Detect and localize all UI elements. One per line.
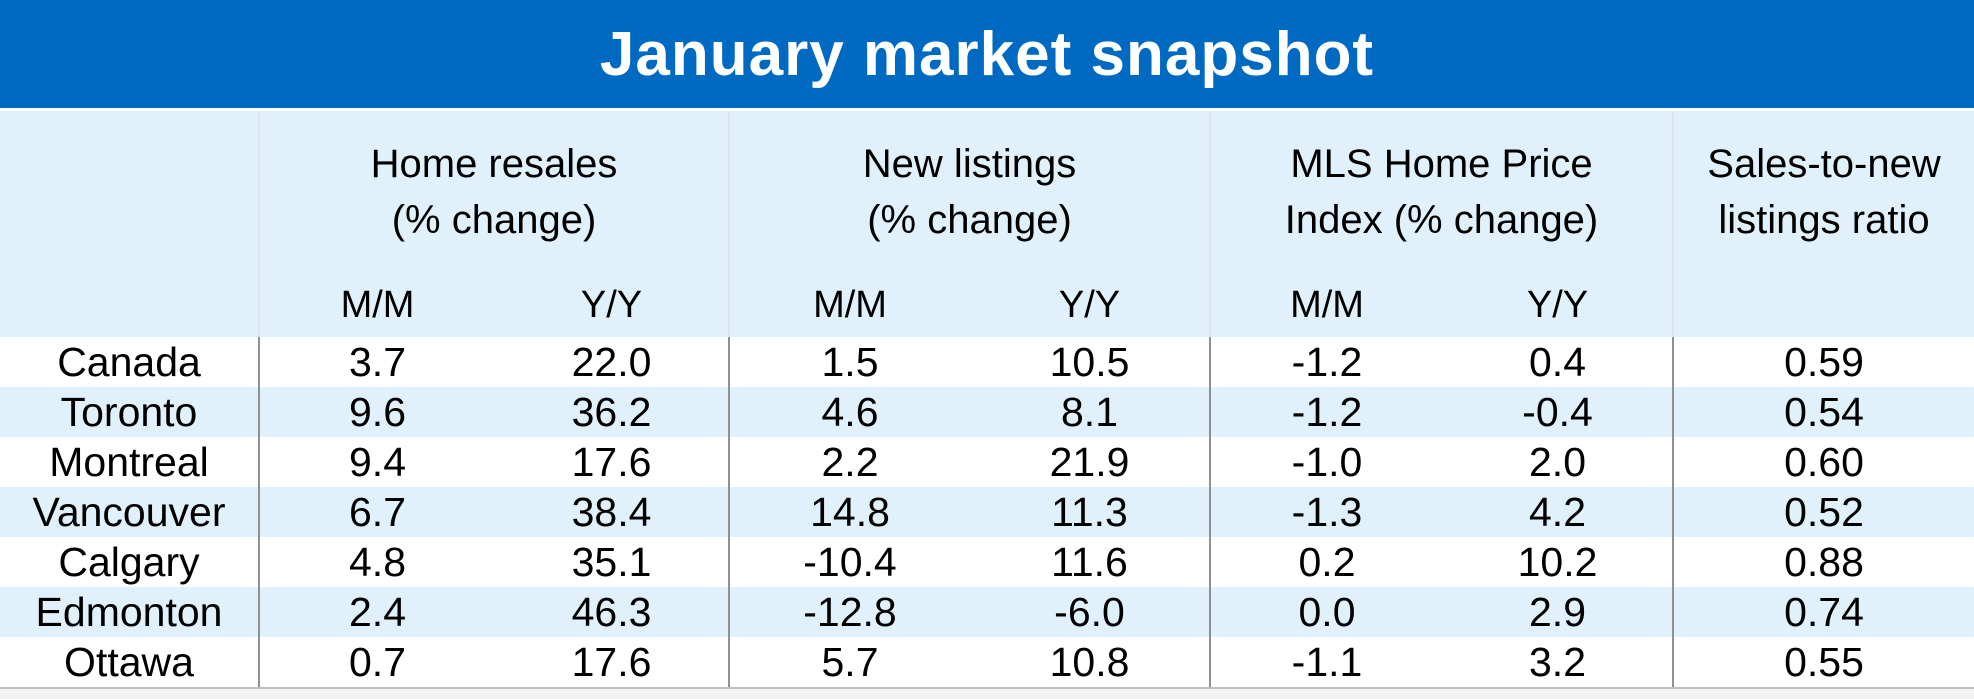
empty-subheader-cell bbox=[0, 273, 260, 337]
subheader-mm: M/M bbox=[1290, 283, 1364, 326]
subheader-yy: Y/Y bbox=[970, 273, 1211, 337]
table-cell: -1.2 bbox=[1291, 388, 1363, 435]
table-cell: -10.4 bbox=[803, 538, 897, 585]
table-cell: 1.5 bbox=[821, 338, 879, 385]
column-group-sales-to-new-ratio: Sales-to-new listings ratio bbox=[1674, 111, 1974, 273]
table-cell: 9.6 bbox=[349, 388, 406, 435]
table-cell: 17.6 bbox=[495, 637, 730, 687]
table-row-ottawa: Ottawa 0.7 17.6 5.7 10.8 -1.1 3.2 0.55 bbox=[0, 637, 1974, 687]
row-label: Edmonton bbox=[0, 587, 260, 637]
table-cell: 10.8 bbox=[970, 637, 1211, 687]
table-cell: 0.55 bbox=[1784, 638, 1864, 685]
table-cell: 22.0 bbox=[495, 337, 730, 387]
table-row-calgary: Calgary 4.8 35.1 -10.4 11.6 0.2 10.2 0.8… bbox=[0, 537, 1974, 587]
table-cell: 46.3 bbox=[495, 587, 730, 637]
table-cell: 0.7 bbox=[349, 638, 406, 685]
table-cell: 17.6 bbox=[495, 437, 730, 487]
table-cell: 10.2 bbox=[1443, 537, 1674, 587]
table-row-montreal: Montreal 9.4 17.6 2.2 21.9 -1.0 2.0 0.60 bbox=[0, 437, 1974, 487]
table-cell: -12.8 bbox=[803, 588, 897, 635]
table-cell: 0.2 bbox=[1298, 538, 1356, 585]
subheader-row: M/M Y/Y M/M Y/Y M/M Y/Y bbox=[0, 273, 1974, 337]
table-cell: 0.74 bbox=[1784, 588, 1864, 635]
empty-subheader-cell bbox=[1674, 273, 1974, 337]
subheader-mm: M/M bbox=[340, 283, 415, 326]
table-cell: -1.3 bbox=[1291, 488, 1363, 535]
table-bottom-border bbox=[0, 687, 1974, 689]
table-cell: -1.1 bbox=[1291, 638, 1363, 685]
table-cell: 11.6 bbox=[970, 537, 1211, 587]
table-cell: 0.0 bbox=[1298, 588, 1356, 635]
table-cell: 0.4 bbox=[1443, 337, 1674, 387]
table-cell: 11.3 bbox=[970, 487, 1211, 537]
table-cell: 5.7 bbox=[821, 638, 879, 685]
table-cell: 2.9 bbox=[1443, 587, 1674, 637]
table-cell: 2.0 bbox=[1443, 437, 1674, 487]
table-cell: 0.54 bbox=[1784, 388, 1864, 435]
table-cell: 10.5 bbox=[970, 337, 1211, 387]
table-cell: 0.88 bbox=[1784, 538, 1864, 585]
table-row-canada: Canada 3.7 22.0 1.5 10.5 -1.2 0.4 0.59 bbox=[0, 337, 1974, 387]
column-group-sublabel: (% change) bbox=[867, 198, 1072, 242]
column-group-sublabel: Index (% change) bbox=[1284, 198, 1599, 242]
table-cell: 8.1 bbox=[970, 387, 1211, 437]
table-cell: 4.6 bbox=[821, 388, 879, 435]
subheader-yy: Y/Y bbox=[495, 273, 730, 337]
table-cell: 4.8 bbox=[349, 538, 406, 585]
column-group-label: Sales-to-new bbox=[1707, 142, 1941, 186]
table-row-toronto: Toronto 9.6 36.2 4.6 8.1 -1.2 -0.4 0.54 bbox=[0, 387, 1974, 437]
table-cell: 6.7 bbox=[349, 488, 406, 535]
table-cell: 36.2 bbox=[495, 387, 730, 437]
table-cell: 2.2 bbox=[821, 438, 879, 485]
table-cell: 38.4 bbox=[495, 487, 730, 537]
table-cell: -1.0 bbox=[1291, 438, 1363, 485]
row-label: Vancouver bbox=[0, 487, 260, 537]
table-cell: 3.7 bbox=[349, 338, 406, 385]
row-label: Montreal bbox=[0, 437, 260, 487]
table-body: Canada 3.7 22.0 1.5 10.5 -1.2 0.4 0.59 T… bbox=[0, 337, 1974, 687]
table-cell: 14.8 bbox=[810, 488, 890, 535]
table-cell: 21.9 bbox=[970, 437, 1211, 487]
table-cell: 9.4 bbox=[349, 438, 406, 485]
row-label: Calgary bbox=[0, 537, 260, 587]
table-cell: -0.4 bbox=[1443, 387, 1674, 437]
column-group-new-listings: New listings (% change) bbox=[730, 111, 1211, 273]
table-title: January market snapshot bbox=[0, 0, 1974, 108]
table-cell: 4.2 bbox=[1443, 487, 1674, 537]
table-cell: 3.2 bbox=[1443, 637, 1674, 687]
column-group-header-row: Home resales (% change) New listings (% … bbox=[0, 111, 1974, 273]
table-cell: 35.1 bbox=[495, 537, 730, 587]
table-cell: 0.60 bbox=[1784, 438, 1864, 485]
table-row-vancouver: Vancouver 6.7 38.4 14.8 11.3 -1.3 4.2 0.… bbox=[0, 487, 1974, 537]
column-group-label: Home resales bbox=[370, 142, 618, 186]
column-group-mls-hpi: MLS Home Price Index (% change) bbox=[1211, 111, 1674, 273]
corner-cell bbox=[0, 111, 260, 273]
column-group-label: MLS Home Price bbox=[1290, 142, 1593, 186]
column-group-sublabel: (% change) bbox=[391, 198, 597, 242]
table-cell: 0.59 bbox=[1784, 338, 1864, 385]
table-cell: -1.2 bbox=[1291, 338, 1363, 385]
table-row-edmonton: Edmonton 2.4 46.3 -12.8 -6.0 0.0 2.9 0.7… bbox=[0, 587, 1974, 637]
row-label: Canada bbox=[0, 337, 260, 387]
table-cell: 0.52 bbox=[1784, 488, 1864, 535]
table-cell: 2.4 bbox=[349, 588, 406, 635]
subheader-mm: M/M bbox=[813, 283, 887, 326]
row-label: Ottawa bbox=[0, 637, 260, 687]
table-cell: -6.0 bbox=[970, 587, 1211, 637]
table-bottom-margin bbox=[0, 689, 1974, 699]
column-group-label: New listings bbox=[862, 142, 1077, 186]
title-divider bbox=[0, 108, 1974, 111]
subheader-yy: Y/Y bbox=[1443, 273, 1674, 337]
column-group-sublabel: listings ratio bbox=[1718, 198, 1930, 242]
column-group-home-resales: Home resales (% change) bbox=[260, 111, 730, 273]
row-label: Toronto bbox=[0, 387, 260, 437]
